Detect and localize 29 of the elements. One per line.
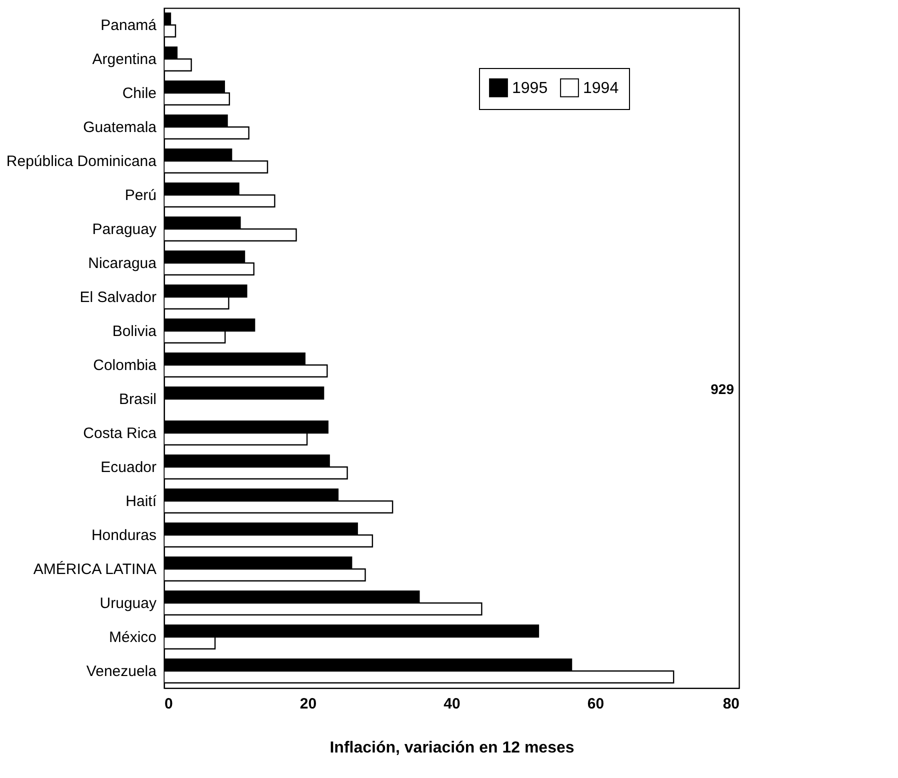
y-tick-label: Guatemala <box>83 119 158 136</box>
x-tick-label: 80 <box>722 696 740 712</box>
y-tick-label: Perú <box>124 187 156 204</box>
x-tick-label: 40 <box>444 696 460 712</box>
legend-label: 1994 <box>583 80 619 97</box>
y-tick-label: El Salvador <box>80 289 156 306</box>
y-tick-label: Nicaragua <box>88 255 158 272</box>
y-tick-label: Haití <box>126 493 158 510</box>
y-tick-label: Argentina <box>92 51 158 68</box>
x-tick-label: 60 <box>587 696 604 712</box>
y-tick-label: Brasil <box>118 391 156 408</box>
y-tick-label: Colombia <box>93 357 158 374</box>
y-tick-label: Bolivia <box>112 323 158 340</box>
x-tick-label: 20 <box>300 696 317 712</box>
y-tick-label: AMÉRICA LATINA <box>33 560 156 578</box>
y-tick-label: Costa Rica <box>83 425 158 442</box>
x-axis-title: Inflación, variación en 12 meses <box>330 740 574 756</box>
y-tick-label: México <box>108 629 156 646</box>
y-tick-label: Paraguay <box>92 221 157 238</box>
y-tick-label: Chile <box>122 85 156 102</box>
y-tick-label: República Dominicana <box>6 153 158 170</box>
y-tick-label: Honduras <box>91 527 156 544</box>
y-tick-label: Ecuador <box>100 459 156 476</box>
y-tick-label: Venezuela <box>86 663 158 680</box>
annotation: 929 <box>710 381 734 397</box>
y-tick-label: Uruguay <box>100 595 157 612</box>
y-tick-label: Panamá <box>100 17 158 34</box>
x-tick-label: 0 <box>164 696 173 712</box>
legend-label: 1995 <box>512 80 548 97</box>
